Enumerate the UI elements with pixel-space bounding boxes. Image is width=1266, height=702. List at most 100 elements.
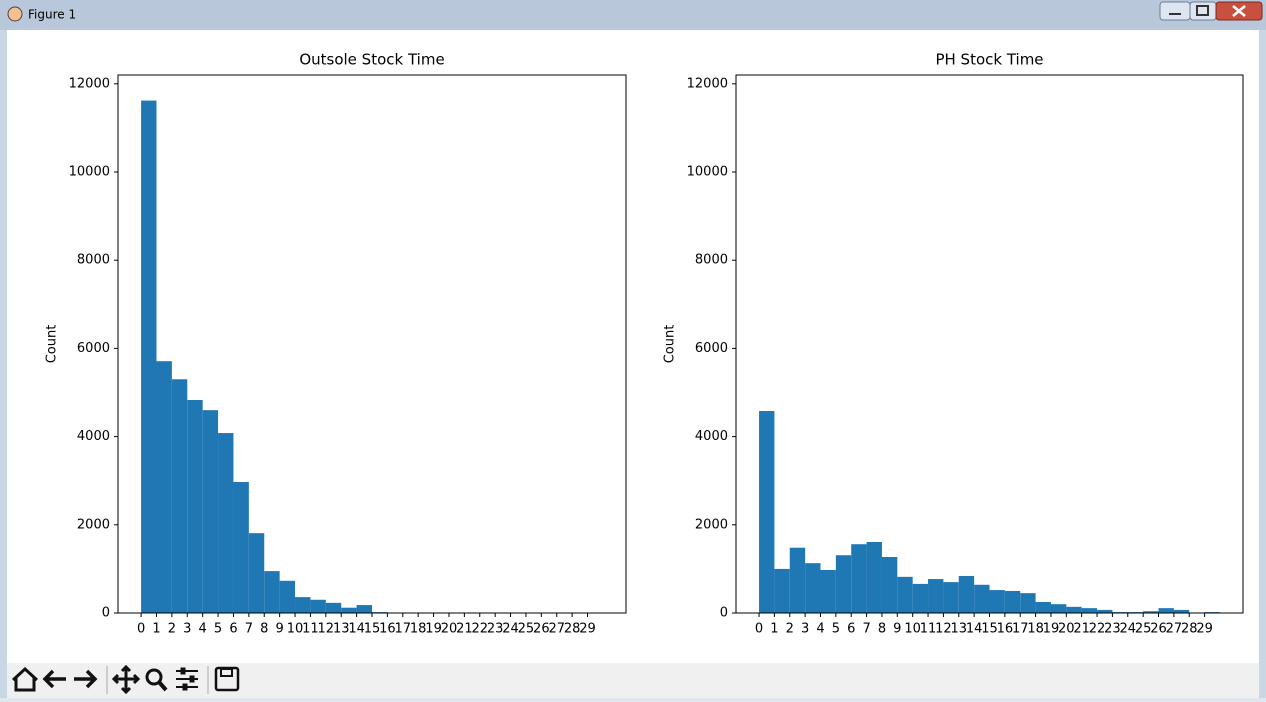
x-tick-label: 7 (245, 622, 253, 637)
x-tick-label: 28 (1181, 622, 1198, 637)
x-tick-label: 17 (1012, 622, 1029, 637)
histogram-bar (805, 563, 820, 613)
x-tick-label: 11 (302, 622, 319, 637)
window-title: Figure 1 (28, 8, 76, 22)
histogram-bar (790, 548, 805, 613)
x-tick-label: 4 (199, 622, 207, 637)
x-tick-label: 8 (260, 622, 268, 637)
chart-title: Outsole Stock Time (299, 51, 444, 69)
x-tick-label: 22 (1089, 622, 1106, 637)
x-tick-label: 21 (1073, 622, 1090, 637)
x-tick-label: 23 (1104, 622, 1121, 637)
histogram-bar (203, 410, 218, 613)
y-tick-label: 0 (102, 606, 110, 621)
x-tick-label: 6 (847, 622, 855, 637)
histogram-bar (156, 361, 171, 613)
maximize-button[interactable] (1190, 2, 1216, 20)
x-tick-label: 15 (364, 622, 381, 637)
x-tick-label: 0 (755, 622, 763, 637)
histogram-bar (774, 569, 789, 613)
toolbar (7, 663, 1259, 698)
x-tick-label: 29 (579, 622, 596, 637)
histogram-bar (913, 584, 928, 613)
y-tick-label: 12000 (69, 76, 110, 91)
x-tick-label: 12 (935, 622, 952, 637)
x-tick-label: 24 (502, 622, 519, 637)
histogram-bar (218, 433, 233, 613)
histogram-bar (897, 577, 912, 613)
x-tick-label: 3 (183, 622, 191, 637)
x-tick-label: 2 (168, 622, 176, 637)
x-tick-label: 14 (348, 622, 365, 637)
y-tick-label: 8000 (77, 253, 110, 268)
minimize-button[interactable] (1160, 2, 1190, 20)
histogram-bar (141, 101, 156, 613)
y-tick-label: 2000 (695, 517, 728, 532)
x-tick-label: 27 (1166, 622, 1183, 637)
y-tick-label: 12000 (687, 76, 728, 91)
x-tick-label: 28 (564, 622, 581, 637)
histogram-bar (172, 379, 187, 613)
y-tick-label: 4000 (695, 429, 728, 444)
histogram-bar (280, 581, 295, 613)
y-tick-label: 10000 (69, 165, 110, 180)
histogram-bar (1082, 608, 1097, 613)
y-tick-label: 6000 (77, 341, 110, 356)
x-tick-label: 23 (487, 622, 504, 637)
y-tick-label: 8000 (695, 253, 728, 268)
x-tick-label: 1 (152, 622, 160, 637)
x-tick-label: 18 (1027, 622, 1044, 637)
x-tick-label: 16 (997, 622, 1014, 637)
y-tick-label: 2000 (77, 517, 110, 532)
x-tick-label: 10 (287, 622, 304, 637)
histogram-bar (233, 482, 248, 613)
x-tick-label: 11 (920, 622, 937, 637)
x-tick-label: 20 (1058, 622, 1075, 637)
x-tick-label: 19 (1043, 622, 1060, 637)
histogram-bar (295, 597, 310, 613)
y-tick-label: 0 (720, 606, 728, 621)
histogram-bar (974, 585, 989, 613)
x-tick-label: 26 (1150, 622, 1167, 637)
x-tick-label: 29 (1196, 622, 1213, 637)
histogram-bar (882, 557, 897, 613)
histogram-bar (959, 576, 974, 613)
x-tick-label: 10 (904, 622, 921, 637)
histogram-bar (851, 544, 866, 613)
histogram-bar (759, 411, 774, 613)
y-axis-label: Count (45, 325, 60, 364)
x-tick-label: 3 (801, 622, 809, 637)
x-tick-label: 20 (441, 622, 458, 637)
histogram-bar (1020, 593, 1035, 613)
histogram-bar (867, 542, 882, 613)
chart-title: PH Stock Time (935, 51, 1043, 69)
histogram-bar (249, 533, 264, 613)
histogram-bar (357, 605, 372, 613)
x-tick-label: 2 (786, 622, 794, 637)
x-tick-label: 19 (425, 622, 442, 637)
histogram-bar (341, 608, 356, 613)
x-tick-label: 5 (214, 622, 222, 637)
x-tick-label: 9 (893, 622, 901, 637)
histogram-bar (1051, 604, 1066, 613)
x-tick-label: 22 (471, 622, 488, 637)
histogram-bar (928, 579, 943, 613)
histogram-bar (990, 590, 1005, 613)
x-tick-label: 15 (981, 622, 998, 637)
x-tick-label: 17 (395, 622, 412, 637)
x-tick-label: 7 (862, 622, 870, 637)
x-tick-label: 13 (950, 622, 967, 637)
x-tick-label: 1 (770, 622, 778, 637)
histogram-bar (1066, 607, 1081, 613)
x-tick-label: 18 (410, 622, 427, 637)
slider-knob (190, 676, 194, 682)
histogram-bar (1036, 602, 1051, 613)
histogram-bar (310, 600, 325, 613)
x-tick-label: 8 (878, 622, 886, 637)
y-axis-label: Count (663, 325, 678, 364)
x-tick-label: 27 (548, 622, 565, 637)
x-tick-label: 9 (275, 622, 283, 637)
histogram-bar (187, 400, 202, 613)
